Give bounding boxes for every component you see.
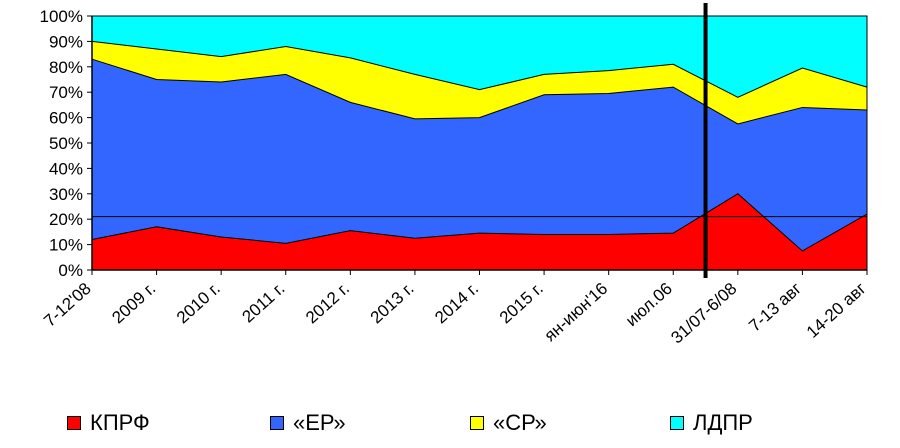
- x-tick-label: 2015 г.: [496, 279, 547, 328]
- legend-swatch-sr: [470, 416, 484, 430]
- x-tick-label: ян-июн'16: [541, 279, 612, 345]
- x-tick-label: 2011 г.: [238, 279, 288, 327]
- x-tick-label: 2013 г.: [367, 279, 418, 328]
- series-areas: [92, 16, 867, 270]
- legend: КПРФ «ЕР» «СР» ЛДПР: [0, 410, 900, 440]
- area-3: [92, 16, 867, 98]
- x-tick-label: 31/07-6/08: [667, 279, 740, 348]
- boundary-line-1: [91, 58, 868, 125]
- stacked-area-chart: 0% 10% 20% 30% 40% 50% 60% 70% 80% 90% 100% 7-12'0…: [40, 3, 870, 348]
- legend-item-sr: «СР»: [470, 410, 547, 436]
- series-outlines: [91, 15, 868, 252]
- area-2: [92, 41, 867, 124]
- y-tick-label: 70%: [49, 83, 83, 102]
- legend-label-kprf: КПРФ: [90, 410, 150, 435]
- y-tick-label: 90%: [49, 32, 83, 51]
- legend-item-er: «ЕР»: [270, 410, 346, 436]
- y-tick-label: 40%: [49, 159, 83, 178]
- legend-swatch-ldpr: [670, 416, 684, 430]
- y-tick-label: 0%: [58, 261, 83, 280]
- y-tick-label: 60%: [49, 109, 83, 128]
- x-tick-labels: 7-12'08 2009 г. 2010 г. 2011 г. 2012 г. 2013 …: [40, 270, 870, 348]
- legend-label-ldpr: ЛДПР: [693, 410, 753, 435]
- legend-label-sr: «СР»: [493, 410, 547, 435]
- y-tick-label: 50%: [49, 134, 83, 153]
- area-0: [92, 193, 867, 270]
- y-tick-label: 100%: [40, 7, 83, 26]
- area-1: [92, 59, 867, 251]
- x-tick-label: 7-12'08: [40, 279, 94, 331]
- y-tick-label: 30%: [49, 185, 83, 204]
- x-tick-label: 14-20 авг: [803, 279, 870, 342]
- x-tick-label: 2014 г.: [431, 279, 482, 328]
- boundary-line-0: [91, 193, 868, 252]
- y-tick-labels: 0% 10% 20% 30% 40% 50% 60% 70% 80% 90% 100%: [40, 7, 92, 280]
- x-tick-label: 2012 г.: [302, 279, 353, 328]
- x-tick-label: 7-13 авг: [745, 279, 805, 336]
- legend-item-ldpr: ЛДПР: [670, 410, 753, 436]
- x-tick-label: 2010 г.: [173, 279, 224, 328]
- x-tick-label: 2009 г.: [108, 279, 159, 328]
- legend-label-er: «ЕР»: [293, 410, 346, 435]
- legend-item-kprf: КПРФ: [67, 410, 150, 436]
- boundary-line-2: [91, 40, 868, 98]
- legend-swatch-er: [270, 416, 284, 430]
- x-tick-label: июл.06: [622, 279, 676, 330]
- y-tick-label: 20%: [49, 210, 83, 229]
- y-tick-label: 10%: [49, 236, 83, 255]
- y-tick-label: 80%: [49, 58, 83, 77]
- legend-swatch-kprf: [67, 416, 81, 430]
